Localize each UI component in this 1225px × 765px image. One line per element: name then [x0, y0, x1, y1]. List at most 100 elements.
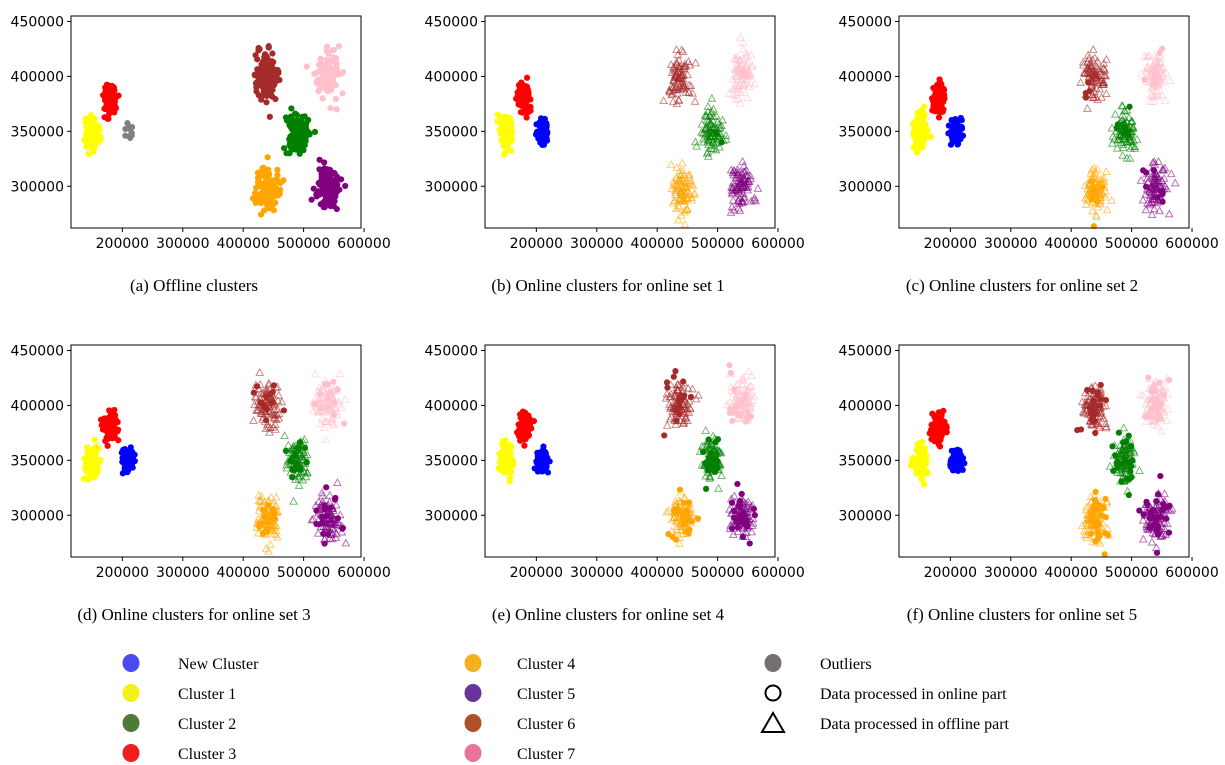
online-point [746, 540, 753, 547]
online-point [742, 391, 749, 398]
online-point [751, 512, 758, 519]
cluster-cluster-3 [513, 74, 534, 121]
online-point [327, 166, 334, 174]
subplot-d: 200000 300000 400000 500000 6000003000003500… [11, 343, 391, 624]
offline-point [1154, 57, 1164, 66]
online-point [310, 185, 317, 192]
online-point [276, 190, 283, 198]
offline-point [734, 196, 743, 204]
online-point [539, 141, 546, 148]
offline-point [1130, 142, 1140, 151]
offline-point [736, 33, 746, 41]
offline-point [684, 170, 694, 179]
online-point [108, 106, 115, 113]
online-point [956, 451, 963, 458]
offline-point [670, 66, 680, 75]
cluster-cluster-3 [97, 406, 122, 449]
offline-point [718, 115, 727, 124]
offline-point [747, 62, 757, 70]
online-point [316, 391, 323, 398]
cluster-cluster-5 [308, 156, 349, 213]
y-tick-label: 300000 [839, 179, 892, 195]
online-point [120, 446, 127, 453]
offline-point [691, 137, 700, 146]
subplot-caption: (b) Online clusters for online set 1 [491, 276, 724, 295]
online-point [339, 90, 346, 97]
online-point [679, 512, 687, 519]
online-point [705, 436, 712, 443]
online-point [920, 113, 927, 120]
offline-point [742, 93, 752, 102]
online-point [252, 52, 259, 59]
offline-point [728, 90, 738, 99]
online-point [260, 91, 267, 99]
cluster-cluster-3 [514, 408, 538, 449]
offline-point [1096, 77, 1105, 86]
online-point [269, 80, 276, 88]
online-point [718, 139, 725, 146]
offline-point [750, 79, 760, 88]
online-point [286, 150, 293, 157]
online-point [321, 159, 328, 166]
offline-point [707, 107, 717, 115]
x-tick-label: 400000 [630, 236, 683, 252]
cluster-cluster-6 [251, 43, 283, 120]
offline-point [1138, 195, 1148, 204]
offline-point [1148, 158, 1157, 167]
online-point [936, 443, 944, 450]
offline-point [682, 203, 692, 212]
online-point [930, 101, 937, 108]
online-point [301, 113, 308, 120]
online-point [254, 179, 262, 186]
online-point [301, 444, 309, 452]
offline-point [743, 182, 753, 191]
online-point [264, 518, 271, 526]
subplot-b: 200000 300000 400000 500000 6000003000003500… [425, 14, 805, 295]
x-tick-label: 400000 [630, 565, 683, 581]
offline-point [1126, 122, 1136, 131]
online-point [302, 127, 309, 134]
online-point [319, 200, 326, 207]
online-point [95, 138, 102, 146]
offline-point [726, 207, 736, 216]
online-point [323, 484, 330, 491]
online-point [332, 55, 340, 62]
offline-point [1149, 96, 1158, 105]
y-tick-label: 300000 [11, 508, 64, 524]
online-point [919, 133, 926, 140]
offline-point [1161, 95, 1170, 104]
offline-point [671, 186, 681, 195]
offline-point [674, 63, 683, 72]
offline-point [677, 45, 686, 54]
online-point [292, 132, 299, 140]
online-point [913, 465, 921, 472]
offline-point [741, 62, 750, 70]
subplot-caption: (c) Online clusters for online set 2 [906, 276, 1138, 295]
cluster-cluster-2 [281, 105, 319, 157]
offline-point [1147, 210, 1157, 218]
online-point [680, 378, 687, 385]
online-point [914, 148, 921, 155]
offline-point [735, 188, 744, 197]
online-point [731, 386, 738, 393]
offline-point [1099, 177, 1109, 186]
offline-point [753, 183, 763, 192]
offline-point [1155, 206, 1164, 215]
offline-point [721, 131, 731, 139]
offline-point [1084, 54, 1094, 63]
online-point [322, 67, 329, 74]
online-point [935, 84, 943, 91]
offline-point [669, 196, 679, 205]
cluster-cluster-7 [308, 369, 350, 443]
online-point [920, 452, 927, 459]
offline-point [1159, 69, 1168, 78]
online-point [259, 183, 266, 190]
subplot-a: 200000 300000 400000 500000 6000003000003500… [11, 14, 391, 295]
online-point [263, 417, 270, 424]
cluster-cluster-4 [249, 154, 287, 218]
offline-point [1083, 184, 1092, 192]
online-point [303, 459, 310, 466]
online-point [266, 113, 273, 120]
online-point [330, 411, 337, 418]
